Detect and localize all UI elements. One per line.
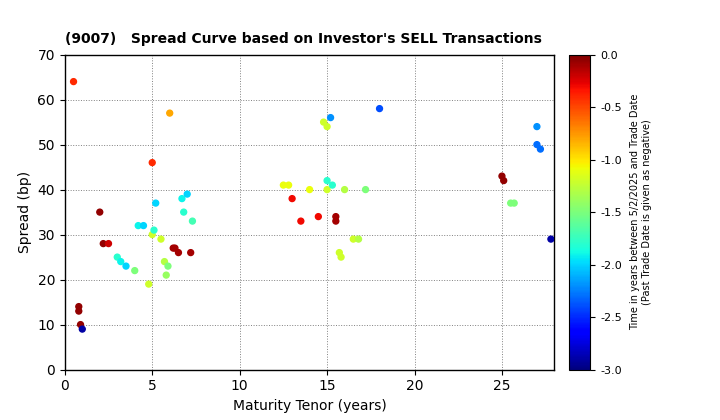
Y-axis label: Time in years between 5/2/2025 and Trade Date
(Past Trade Date is given as negat: Time in years between 5/2/2025 and Trade… [630, 94, 652, 330]
Point [185, 249, 197, 256]
Point [360, 186, 372, 193]
Point [68, 78, 79, 85]
Point [287, 195, 298, 202]
Point [176, 195, 188, 202]
Point [330, 218, 341, 224]
Point [505, 200, 516, 207]
Point [97, 240, 109, 247]
Point [321, 177, 333, 184]
Point [339, 186, 351, 193]
Point [325, 114, 336, 121]
Point [146, 231, 158, 238]
Point [178, 209, 189, 215]
Point [327, 182, 338, 189]
Point [73, 303, 84, 310]
Point [156, 236, 167, 242]
Point [94, 209, 106, 215]
Point [531, 123, 543, 130]
Point [132, 222, 144, 229]
Y-axis label: Spread (bp): Spread (bp) [18, 171, 32, 253]
Point [295, 218, 307, 224]
Point [73, 308, 84, 315]
Point [75, 321, 86, 328]
Point [336, 254, 347, 260]
Point [508, 200, 520, 207]
Point [169, 245, 181, 252]
Point [158, 258, 170, 265]
Point [76, 326, 88, 333]
Point [283, 182, 294, 189]
X-axis label: Maturity Tenor (years): Maturity Tenor (years) [233, 399, 387, 413]
Point [321, 186, 333, 193]
Point [103, 240, 114, 247]
Point [115, 258, 127, 265]
Point [304, 186, 315, 193]
Point [330, 213, 341, 220]
Point [321, 123, 333, 130]
Point [143, 281, 155, 287]
Point [138, 222, 149, 229]
Point [545, 236, 557, 242]
Point [146, 159, 158, 166]
Point [162, 263, 174, 270]
Point [150, 200, 161, 207]
Point [348, 236, 359, 242]
Point [312, 213, 324, 220]
Point [148, 227, 160, 234]
Point [186, 218, 198, 224]
Point [498, 177, 510, 184]
Point [333, 249, 345, 256]
Point [112, 254, 123, 260]
Point [161, 272, 172, 278]
Point [120, 263, 132, 270]
Point [173, 249, 184, 256]
Point [168, 245, 179, 252]
Point [164, 110, 176, 116]
Point [496, 173, 508, 179]
Point [278, 182, 289, 189]
Point [129, 267, 140, 274]
Point [374, 105, 385, 112]
Text: (9007)   Spread Curve based on Investor's SELL Transactions: (9007) Spread Curve based on Investor's … [65, 32, 541, 47]
Point [181, 191, 193, 197]
Point [318, 119, 329, 126]
Point [531, 141, 543, 148]
Point [353, 236, 364, 242]
Point [535, 146, 546, 152]
